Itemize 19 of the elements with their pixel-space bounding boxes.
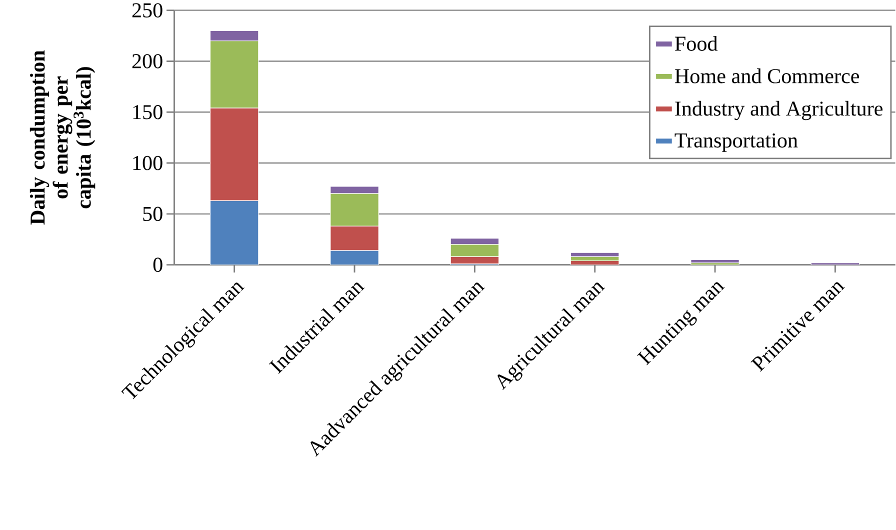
y-tick-label: 0 (153, 257, 162, 272)
bar (210, 30, 259, 41)
bar (210, 108, 259, 201)
legend-label: Home and Commerce (674, 68, 860, 84)
bar (210, 40, 259, 108)
bar (210, 200, 259, 265)
y-tick-label: 50 (143, 206, 162, 221)
legend-label: Transportation (674, 133, 798, 152)
y-tick-label: 200 (132, 54, 162, 68)
y-tick-label: 150 (133, 104, 162, 120)
bar (450, 256, 499, 264)
bar (330, 193, 379, 226)
bar (330, 226, 379, 251)
bar (330, 250, 379, 265)
y-tick-label: 250 (132, 2, 162, 18)
legend-label: Industry and Agriculture (675, 100, 882, 120)
y-tick-label: 100 (133, 156, 162, 170)
bar (450, 244, 500, 257)
legend-label: Food (674, 36, 718, 51)
